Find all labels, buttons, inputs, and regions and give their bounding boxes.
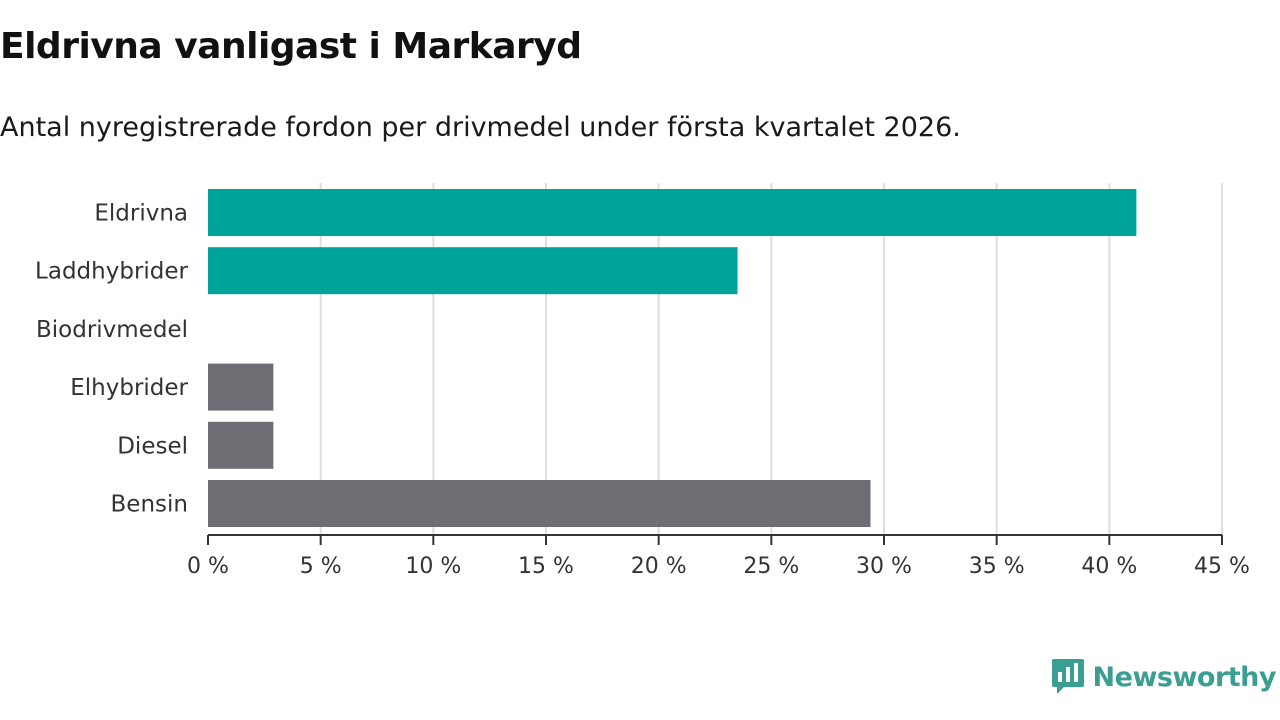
chart-title: Eldrivna vanligast i Markaryd [0, 26, 582, 67]
x-tick-label-5: 5 % [300, 554, 342, 579]
bar-eldrivna [208, 189, 1137, 236]
category-label-elhybrider: Elhybrider [70, 375, 188, 401]
bars [208, 189, 1137, 527]
x-tick-label-40: 40 % [1081, 554, 1137, 579]
category-label-diesel: Diesel [117, 433, 188, 459]
bar-chart: Eldrivna Laddhybrider Biodrivmedel Elhybrid… [35, 183, 1250, 579]
x-tick-label-25: 25 % [743, 554, 799, 579]
newsworthy-logo: Newsworthy [1051, 658, 1277, 696]
x-tick-label-30: 30 % [856, 554, 912, 579]
bar-bensin [208, 480, 871, 527]
x-tick-label-15: 15 % [518, 554, 574, 579]
x-tick-label-0: 0 % [187, 554, 229, 579]
category-label-bensin: Bensin [111, 492, 188, 518]
x-tick-label-45: 45 % [1194, 554, 1250, 579]
category-labels: Eldrivna Laddhybrider Biodrivmedel Elhybrid… [35, 201, 188, 518]
chart-subtitle: Antal nyregistrerade fordon per drivmede… [0, 112, 961, 143]
x-axis: 0 % 5 % 10 % 15 % 20 % 25 % 30 % 35 % 40 % 45 % [187, 534, 1250, 579]
newsworthy-logo-text: Newsworthy [1092, 661, 1277, 693]
category-label-eldrivna: Eldrivna [94, 201, 188, 227]
newsworthy-logo-icon [1051, 659, 1084, 694]
x-tick-label-10: 10 % [405, 554, 461, 579]
gridlines [319, 183, 1223, 535]
x-tick-label-20: 20 % [631, 554, 687, 579]
bar-diesel [208, 421, 274, 469]
bar-laddhybrider [208, 247, 738, 295]
category-label-laddhybrider: Laddhybrider [35, 259, 188, 285]
bar-elhybrider [208, 363, 274, 411]
x-tick-label-35: 35 % [969, 554, 1025, 579]
category-label-biodrivmedel: Biodrivmedel [36, 317, 188, 343]
